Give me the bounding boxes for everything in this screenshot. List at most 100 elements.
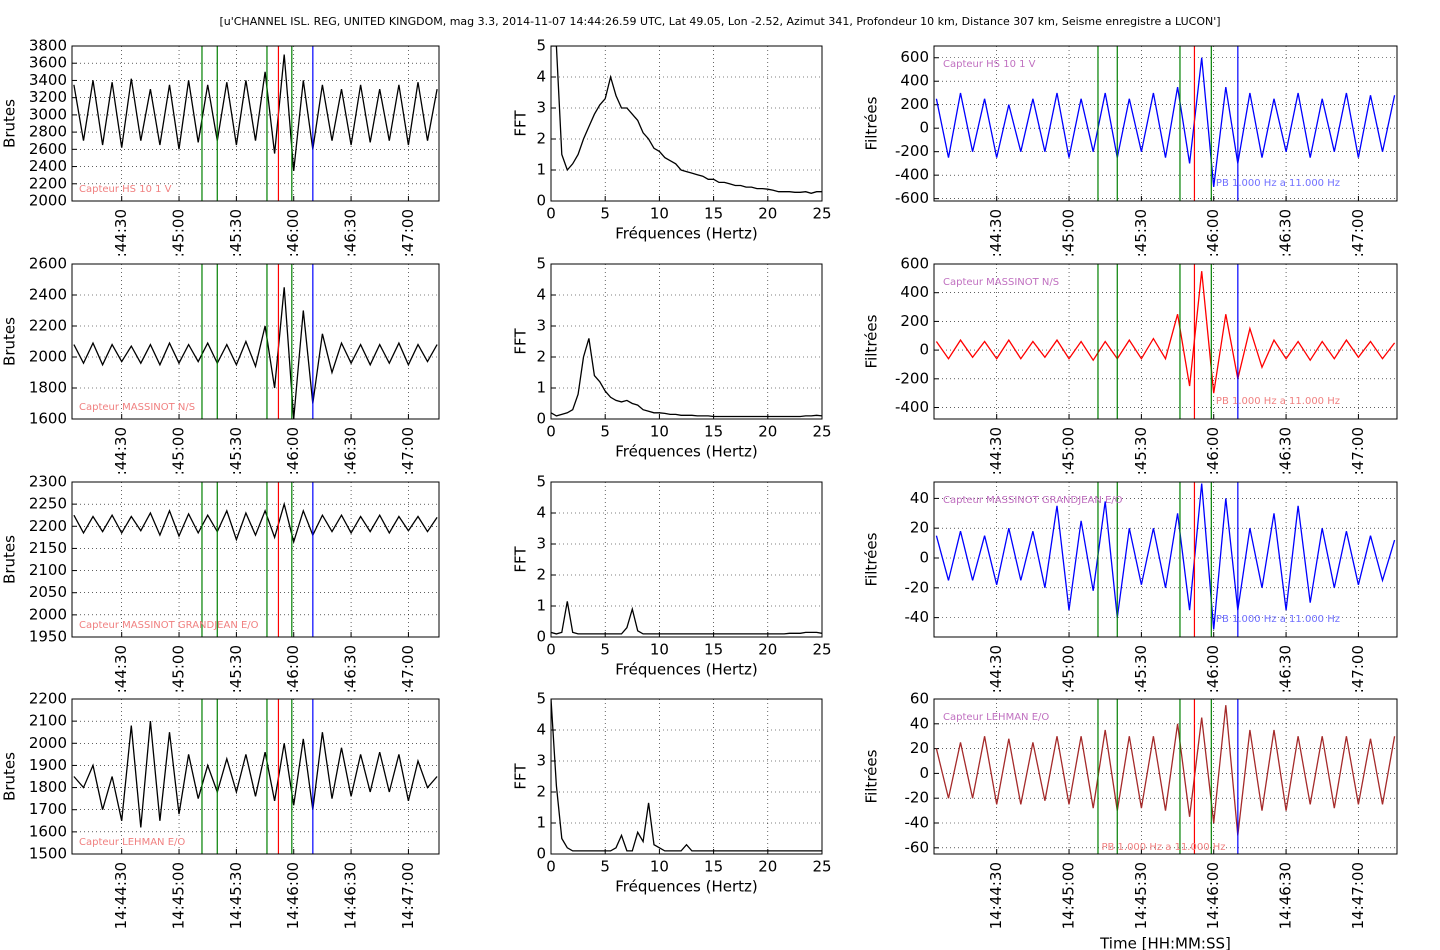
x-tick-label: 10: [650, 858, 669, 876]
x-tick-label: :44:30: [987, 427, 1005, 475]
x-tick-label: :45:30: [227, 645, 245, 693]
x-tick-label: :45:30: [1132, 209, 1150, 257]
y-tick-label: 2100: [29, 561, 67, 579]
x-tick-label: :44:30: [987, 645, 1005, 693]
y-tick-label: 2600: [29, 255, 67, 273]
y-tick-label: 5: [536, 255, 546, 273]
y-tick-label: 4: [536, 721, 546, 739]
y-tick-label: 1800: [29, 379, 67, 397]
y-tick-label: -400: [895, 166, 929, 184]
x-tick-label: :46:30: [342, 427, 360, 475]
axes-frame: [71, 481, 440, 638]
y-tick-label: 200: [900, 312, 929, 330]
y-tick-label: -400: [895, 398, 929, 416]
y-tick-label: 3: [536, 99, 546, 117]
x-tick-label: 20: [758, 423, 777, 441]
x-tick-label: 10: [650, 205, 669, 223]
signal-line: [551, 46, 822, 194]
x-tick-label: :46:30: [342, 209, 360, 257]
y-tick-label: 40: [910, 714, 929, 732]
y-tick-label: 3400: [29, 71, 67, 89]
x-tick-label: 25: [812, 858, 831, 876]
y-tick-label: 2: [536, 130, 546, 148]
y-tick-label: 2: [536, 566, 546, 584]
x-tick-label: 15: [704, 641, 723, 659]
y-tick-label: -60: [905, 838, 930, 856]
x-tick-label: 0: [546, 205, 556, 223]
signal-line: [551, 338, 822, 418]
x-tick-label: 5: [600, 641, 610, 659]
x-tick-label: 5: [600, 858, 610, 876]
x-tick-label: 10: [650, 423, 669, 441]
x-tick-label: 0: [546, 858, 556, 876]
y-tick-label: 0: [536, 628, 546, 646]
y-tick-label: 2: [536, 783, 546, 801]
y-tick-label: 0: [919, 341, 929, 359]
axes-frame: [71, 698, 440, 855]
y-axis-label: FFT: [512, 110, 530, 137]
x-tick-label: :45:00: [170, 645, 188, 693]
x-tick-label: :47:00: [399, 427, 417, 475]
y-tick-label: 2000: [29, 734, 67, 752]
y-tick-label: 2150: [29, 539, 67, 557]
x-tick-label: :45:00: [170, 209, 188, 257]
x-tick-label: :47:00: [1349, 645, 1367, 693]
x-tick-label: 14:47:00: [399, 862, 417, 929]
y-tick-label: 2600: [29, 140, 67, 158]
x-tick-label: 14:46:30: [342, 862, 360, 929]
y-tick-label: 3: [536, 317, 546, 335]
annotation: PB 1.000 Hz a 11.000 Hz: [1101, 842, 1225, 853]
x-tick-label: 25: [812, 641, 831, 659]
x-tick-label: :46:30: [1277, 645, 1295, 693]
y-tick-label: 1600: [29, 410, 67, 428]
x-tick-label: 0: [546, 641, 556, 659]
y-tick-label: 3: [536, 535, 546, 553]
signal-line: [73, 721, 438, 828]
y-tick-label: 2400: [29, 286, 67, 304]
y-tick-label: 5: [536, 690, 546, 708]
y-tick-label: 1: [536, 597, 546, 615]
axes-frame: [550, 481, 823, 638]
y-tick-label: 1600: [29, 822, 67, 840]
signal-line: [551, 601, 822, 635]
y-axis-label: Filtrées: [863, 532, 881, 586]
y-tick-label: 3200: [29, 88, 67, 106]
y-tick-label: 1: [536, 379, 546, 397]
y-axis-label: FFT: [512, 763, 530, 790]
x-tick-label: :46:00: [284, 209, 302, 257]
y-tick-label: 1700: [29, 800, 67, 818]
x-tick-label: :46:00: [1204, 209, 1222, 257]
annotation: Capteur MASSINOT N/S: [943, 277, 1059, 288]
x-tick-label: 25: [812, 423, 831, 441]
signal-line: [935, 57, 1396, 187]
x-tick-label: :47:00: [1349, 209, 1367, 257]
y-tick-label: 60: [910, 690, 929, 708]
signal-line: [935, 483, 1396, 630]
annotation: Capteur LEHMAN E/O: [79, 837, 185, 848]
x-tick-label: :45:00: [1060, 645, 1078, 693]
y-tick-label: -600: [895, 189, 929, 207]
y-tick-label: 1950: [29, 628, 67, 646]
x-tick-label: 14:45:30: [1132, 862, 1150, 929]
annotation: PB 1.000 Hz a 11.000 Hz: [1216, 614, 1340, 625]
y-tick-label: -20: [905, 578, 930, 596]
x-tick-label: :44:30: [112, 427, 130, 475]
x-tick-label: :44:30: [987, 209, 1005, 257]
y-tick-label: 2400: [29, 157, 67, 175]
y-tick-label: -40: [905, 608, 930, 626]
y-axis-label: Brutes: [1, 535, 19, 584]
x-tick-label: 15: [704, 423, 723, 441]
y-axis-label: FFT: [512, 546, 530, 573]
y-tick-label: -200: [895, 369, 929, 387]
annotation: Capteur MASSINOT N/S: [79, 402, 195, 413]
annotation: Capteur HS 10 1 V: [79, 184, 172, 195]
x-tick-label: 14:45:30: [227, 862, 245, 929]
x-tick-label: 14:45:00: [170, 862, 188, 929]
y-tick-label: 2800: [29, 123, 67, 141]
x-tick-label: :46:00: [1204, 427, 1222, 475]
y-tick-label: 4: [536, 68, 546, 86]
y-tick-label: 0: [536, 192, 546, 210]
y-tick-label: 20: [910, 519, 929, 537]
x-tick-label: 0: [546, 423, 556, 441]
x-tick-label: :45:00: [1060, 427, 1078, 475]
